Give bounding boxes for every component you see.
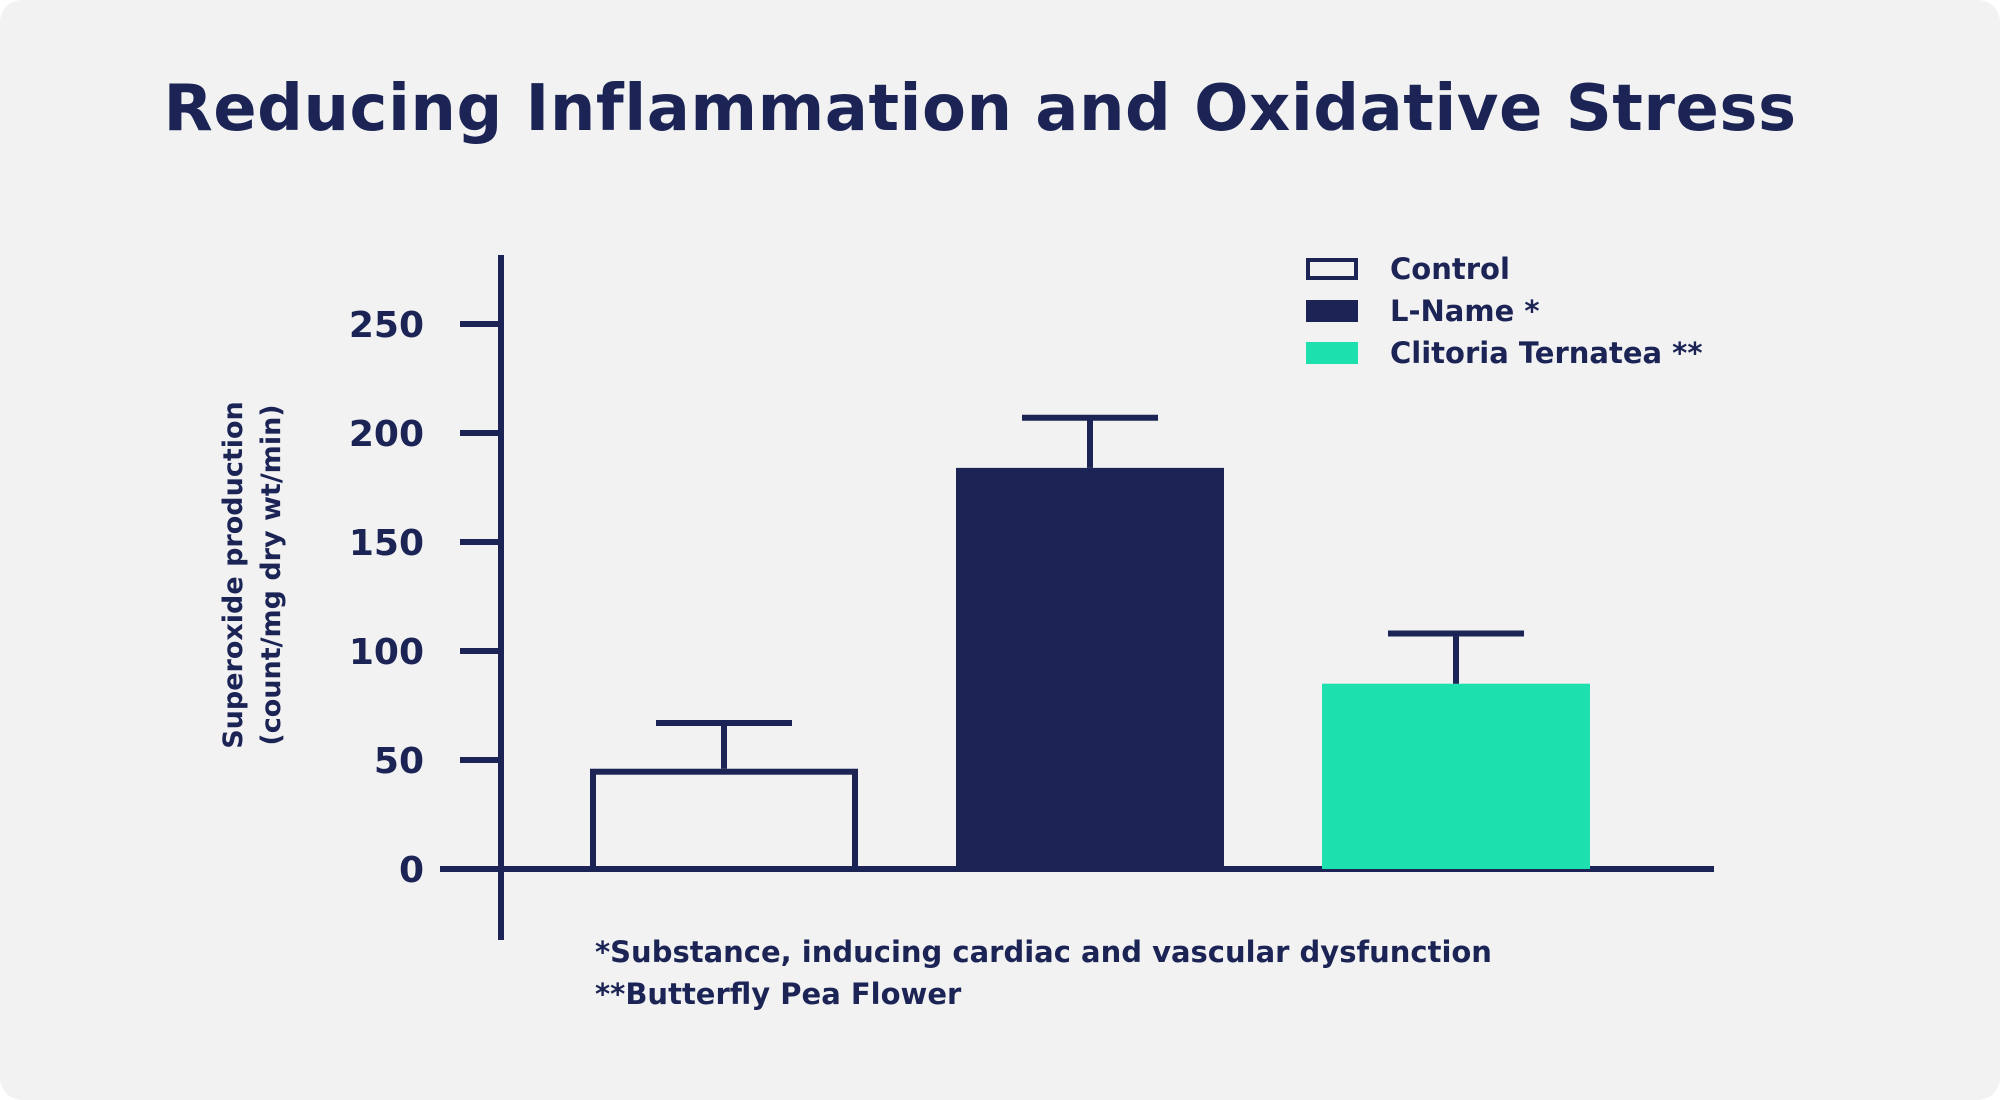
chart-title: Reducing Inflammation and Oxidative Stre… [163, 72, 1797, 146]
bars [590, 467, 1590, 872]
legend-swatch [1306, 342, 1358, 364]
legend-swatch [1306, 300, 1358, 322]
legend-label: Control [1390, 252, 1510, 286]
legend-label: L-Name * [1390, 294, 1540, 328]
y-tick-label: 50 [374, 741, 424, 782]
footnote-clitoria: **Butterfly Pea Flower [595, 977, 962, 1011]
y-tick-label: 150 [349, 523, 424, 564]
y-axis-ticks: 0 50 100 150 200 250 [349, 305, 501, 891]
y-tick-label: 250 [349, 305, 424, 346]
bar-1 [590, 768, 858, 872]
y-axis-label: Superoxide production [218, 401, 249, 749]
y-tick-label: 200 [349, 414, 424, 455]
bar-3 [1322, 683, 1590, 869]
legend-label: Clitoria Ternatea ** [1390, 336, 1703, 370]
legend: Control L-Name * Clitoria Ternatea ** [1306, 252, 1703, 370]
y-axis-label: (count/mg dry wt/min) [256, 404, 287, 745]
error-bars [656, 414, 1524, 769]
footnote-lname: *Substance, inducing cardiac and vascula… [595, 935, 1492, 969]
y-tick-label: 100 [349, 632, 424, 673]
y-tick-label: 0 [399, 850, 424, 891]
legend-swatch [1306, 258, 1358, 280]
y-axis-title: Superoxide production (count/mg dry wt/mi… [218, 401, 287, 749]
bar-2 [956, 467, 1224, 869]
